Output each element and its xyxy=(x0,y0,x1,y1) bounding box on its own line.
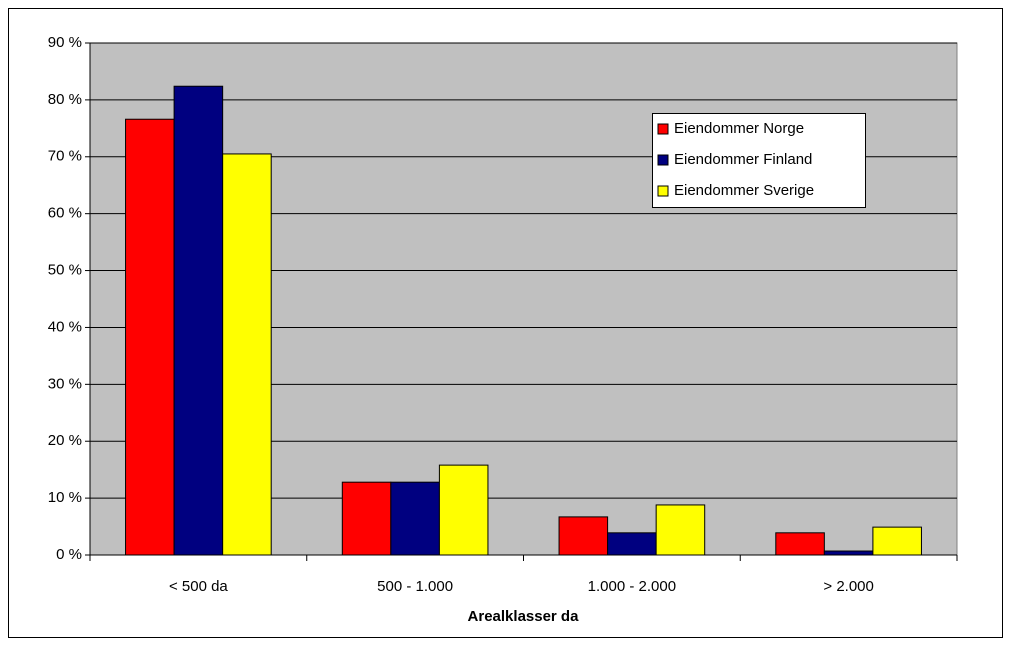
x-tick-label: 500 - 1.000 xyxy=(377,578,453,595)
y-tick-label: 10 % xyxy=(48,489,82,506)
legend-swatch xyxy=(657,185,669,197)
bar xyxy=(125,118,175,556)
y-tick-label: 40 % xyxy=(48,318,82,335)
x-tick-label: 1.000 - 2.000 xyxy=(588,578,676,595)
legend-label: Eiendommer Norge xyxy=(674,120,804,137)
bar xyxy=(390,481,440,556)
bar xyxy=(438,464,489,556)
y-tick-label: 0 % xyxy=(56,546,82,563)
y-tick-label: 70 % xyxy=(48,148,82,165)
y-tick-label: 30 % xyxy=(48,375,82,392)
y-tick-label: 80 % xyxy=(48,91,82,108)
legend-swatch xyxy=(657,123,669,135)
x-tick-label: > 2.000 xyxy=(823,578,873,595)
legend-label: Eiendommer Sverige xyxy=(674,182,814,199)
y-tick-label: 60 % xyxy=(48,205,82,222)
bar xyxy=(222,153,272,556)
bar xyxy=(558,516,609,556)
x-tick-label: < 500 da xyxy=(169,578,228,595)
y-tick-label: 90 % xyxy=(48,34,82,51)
bar xyxy=(341,481,392,556)
bar xyxy=(823,550,874,556)
bar xyxy=(872,526,922,556)
legend-label: Eiendommer Finland xyxy=(674,151,812,168)
bar xyxy=(173,85,224,556)
y-tick-label: 20 % xyxy=(48,432,82,449)
y-tick-label: 50 % xyxy=(48,262,82,279)
bar xyxy=(775,532,825,556)
x-axis-label: Arealklasser da xyxy=(468,608,580,625)
legend-box xyxy=(652,113,866,208)
bar xyxy=(655,504,706,556)
legend-swatch xyxy=(657,154,669,166)
bar xyxy=(607,532,657,556)
